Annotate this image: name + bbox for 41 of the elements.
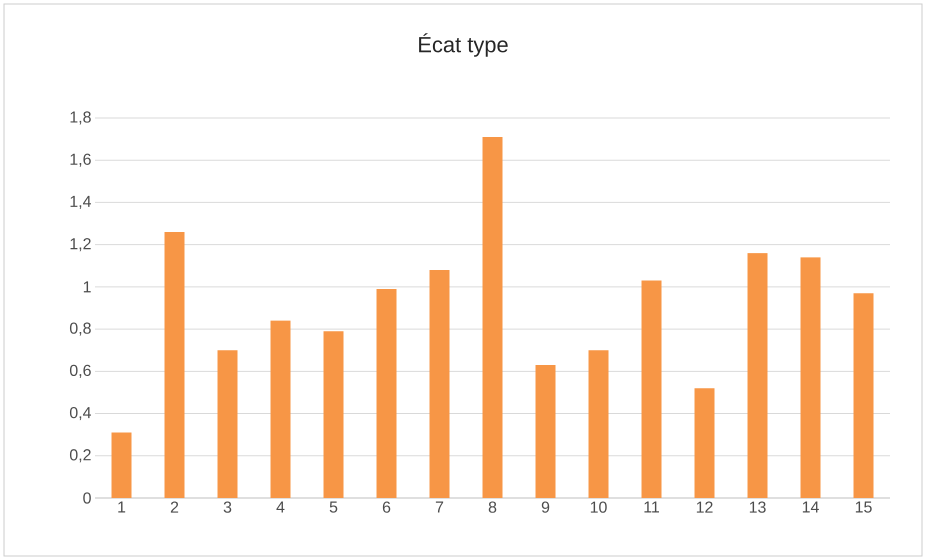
x-tick-label: 14 — [802, 502, 819, 512]
x-tick-label: 6 — [382, 502, 390, 513]
bar — [218, 350, 238, 498]
y-tick-label: 0,8 — [70, 322, 91, 336]
chart-title: Écat type — [419, 33, 508, 57]
y-tick-label: 1,6 — [70, 154, 91, 167]
y-tick-label: 0,4 — [70, 406, 92, 420]
bar — [800, 257, 821, 498]
x-tick-label: 5 — [330, 502, 338, 513]
y-tick-label: 1 — [84, 281, 91, 292]
x-tick-label: 11 — [644, 502, 659, 512]
x-tick-label: 4 — [276, 502, 284, 512]
x-tick-label: 9 — [542, 502, 550, 513]
x-tick-label: 8 — [488, 502, 496, 513]
bar — [694, 388, 715, 498]
bar — [854, 293, 874, 498]
bar — [430, 270, 450, 498]
bar — [270, 320, 291, 498]
x-tick-label: 7 — [436, 502, 444, 512]
x-tick-label: 12 — [696, 502, 713, 513]
y-tick-label: 0,2 — [70, 449, 91, 462]
x-tick-label: 15 — [856, 502, 872, 513]
bar — [536, 364, 556, 498]
y-tick-label: 1,4 — [70, 196, 92, 209]
bar — [164, 232, 185, 498]
x-tick-label: 1 — [118, 502, 126, 512]
bar — [642, 280, 662, 498]
y-tick-label: 0 — [83, 492, 91, 504]
bar — [324, 331, 344, 498]
x-tick-label: 10 — [590, 502, 607, 513]
bar — [112, 432, 132, 498]
y-tick-label: 0,6 — [70, 364, 91, 378]
bar — [482, 136, 503, 498]
y-tick-label: 1,2 — [70, 238, 91, 252]
x-tick-label: 2 — [170, 502, 178, 513]
x-tick-label: 13 — [750, 502, 766, 513]
bar — [588, 350, 609, 498]
bar — [376, 288, 397, 498]
y-tick-label: 1,8 — [70, 111, 91, 125]
x-tick-label: 3 — [224, 502, 232, 513]
bar — [748, 253, 768, 498]
